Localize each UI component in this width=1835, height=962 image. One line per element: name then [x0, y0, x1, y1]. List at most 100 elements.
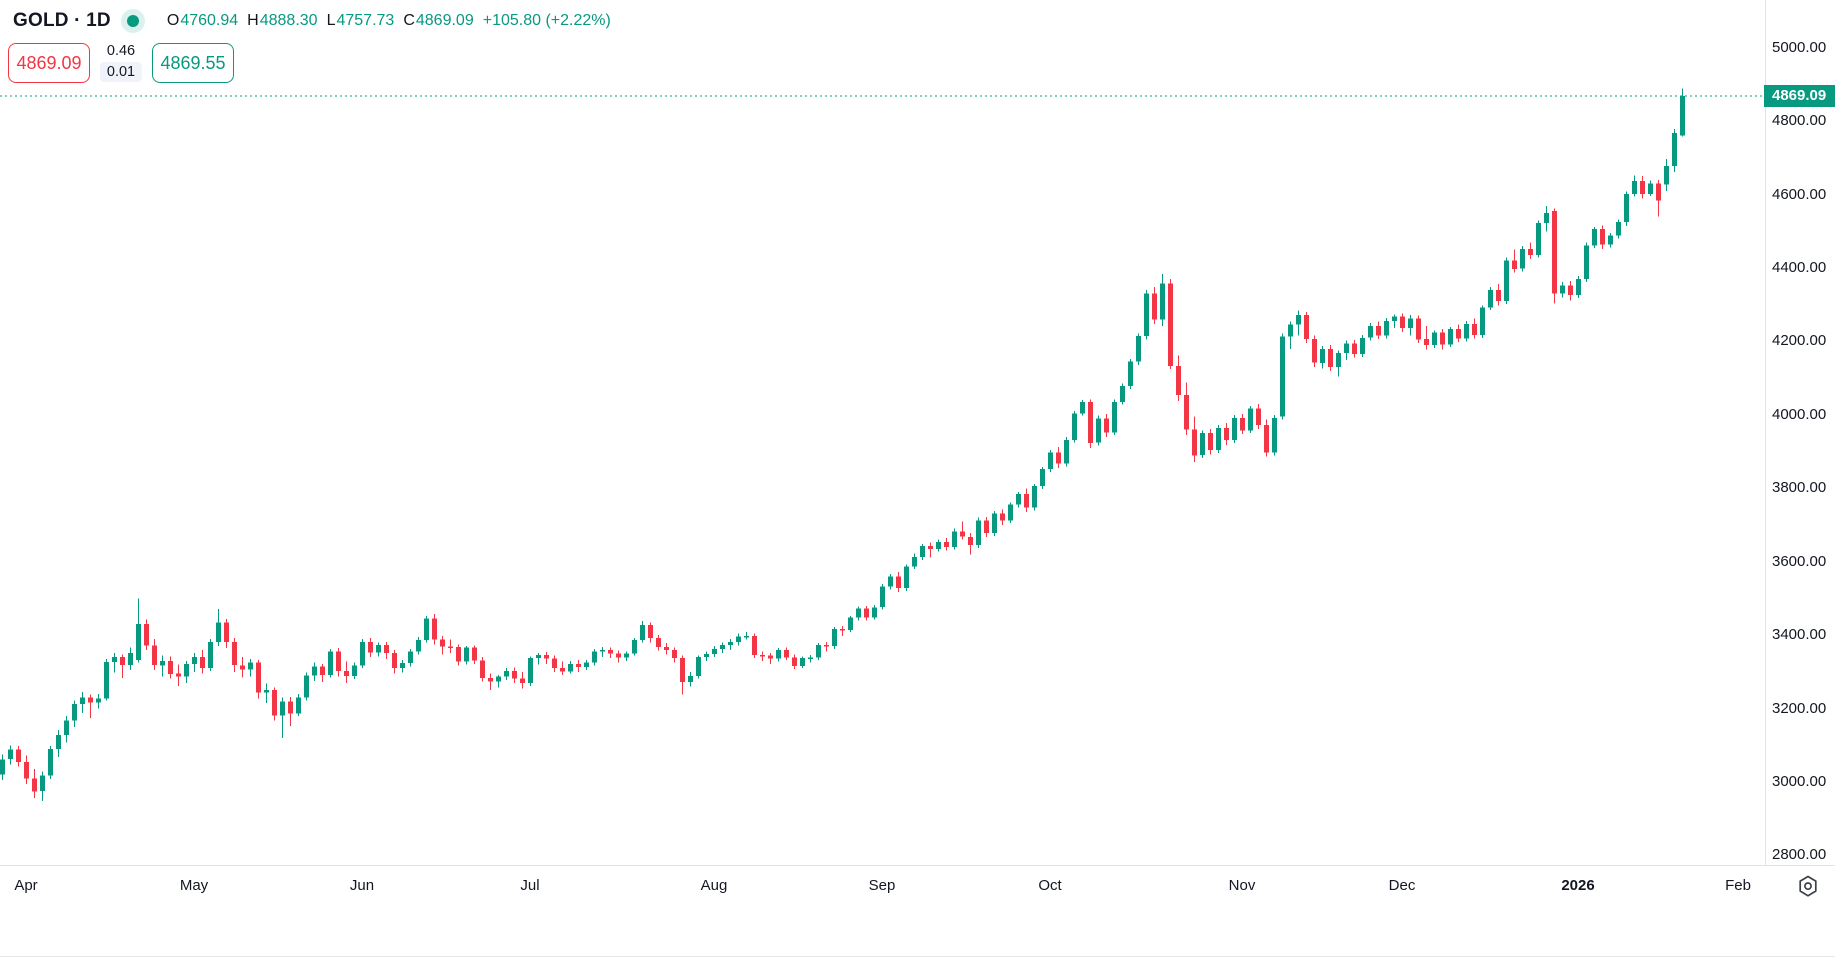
candle-body: [632, 639, 637, 654]
candle-body: [208, 641, 213, 669]
candle-body: [528, 657, 533, 683]
candle-body: [664, 646, 669, 650]
candle-body: [1160, 283, 1165, 320]
candle-body: [1224, 428, 1229, 440]
candle-body: [440, 639, 445, 647]
candle-body: [1648, 183, 1653, 194]
candle-body: [624, 653, 629, 658]
candle-body: [1200, 433, 1205, 456]
candle-body: [192, 657, 197, 664]
candle-body: [792, 657, 797, 666]
candle-body: [304, 675, 309, 698]
candle-body: [680, 657, 685, 682]
candle-body: [1312, 339, 1317, 363]
candle-body: [432, 618, 437, 640]
ohlc-open: O4760.94: [166, 12, 239, 29]
candle-body: [1376, 326, 1381, 336]
candle-body: [960, 531, 965, 537]
time-tick-label: May: [179, 877, 209, 894]
candle-body: [1416, 318, 1421, 340]
candle-body: [1304, 315, 1309, 340]
candle-body: [328, 651, 333, 675]
symbol-title[interactable]: GOLD · 1D: [13, 10, 111, 31]
candle-body: [104, 662, 109, 699]
candle-body: [1152, 293, 1157, 320]
buy-button[interactable]: 4869.55: [152, 43, 234, 83]
market-status-dot: [126, 15, 139, 27]
candle-body: [1320, 348, 1325, 363]
candle-body: [1344, 343, 1349, 354]
candle-body: [1184, 395, 1189, 430]
candle-body: [240, 665, 245, 670]
price-tick-label: 4200.00: [1772, 332, 1827, 349]
candle-body: [1328, 348, 1333, 367]
ohlc-change: +105.80 (+2.22%): [482, 12, 611, 29]
candle-body: [1048, 452, 1053, 470]
candle-body: [1280, 336, 1285, 417]
candle-body: [944, 541, 949, 547]
candle-body: [1448, 329, 1453, 345]
candle-body: [904, 566, 909, 589]
candle-body: [496, 676, 501, 682]
candle-body: [1656, 183, 1661, 201]
candle-body: [1568, 285, 1573, 296]
price-tick-label: 3400.00: [1772, 626, 1827, 643]
candle-body: [768, 655, 773, 659]
candle-body: [608, 650, 613, 654]
candle-body: [912, 557, 917, 567]
candle-body: [256, 662, 261, 693]
candle-body: [1264, 425, 1269, 453]
candle-body: [552, 658, 557, 668]
candle-body: [400, 663, 405, 669]
candle-body: [1528, 248, 1533, 255]
candle-body: [1232, 417, 1237, 440]
candle-body: [616, 653, 621, 658]
time-scale-border: [0, 865, 1835, 866]
candle-body: [856, 608, 861, 618]
spread-bottom-value: 0.01: [99, 62, 143, 82]
candle-body: [1176, 366, 1181, 395]
time-tick-label: Sep: [868, 877, 896, 894]
candle-body: [1032, 486, 1037, 508]
candle-body: [360, 642, 365, 666]
candle-body: [1608, 235, 1613, 245]
candle-body: [840, 628, 845, 631]
candle-body: [1384, 320, 1389, 336]
time-tick-label: Jun: [349, 877, 375, 894]
candle-body: [520, 678, 525, 683]
candle-body: [56, 735, 61, 749]
sell-button[interactable]: 4869.09: [8, 43, 90, 83]
candle-body: [744, 635, 749, 638]
scale-settings-icon[interactable]: [1798, 875, 1818, 898]
ohlc-low: L4757.73: [326, 12, 395, 29]
candle-body: [1360, 337, 1365, 354]
candle-body: [1584, 245, 1589, 280]
market-status-icon: [120, 9, 145, 33]
candle-body: [832, 628, 837, 647]
candle-body: [640, 624, 645, 640]
candle-body: [1208, 433, 1213, 451]
candle-body: [1080, 402, 1085, 414]
candle-body: [560, 667, 565, 672]
candle-body: [1424, 339, 1429, 346]
candle-body: [1216, 428, 1221, 451]
candle-body: [752, 635, 757, 655]
price-tick-label: 3800.00: [1772, 479, 1827, 496]
candle-body: [40, 775, 45, 792]
candle-body: [16, 749, 21, 763]
candle-body: [936, 541, 941, 549]
candle-body: [1296, 315, 1301, 325]
candle-body: [152, 645, 157, 666]
candle-body: [488, 677, 493, 682]
candle-body: [736, 636, 741, 643]
candle-body: [1552, 211, 1557, 294]
time-tick-label: Apr: [14, 877, 38, 894]
candle-body: [176, 673, 181, 677]
candle-body: [424, 618, 429, 640]
candle-body: [760, 655, 765, 657]
candle-body: [1520, 248, 1525, 269]
price-tick-label: 4400.00: [1772, 259, 1827, 276]
candle-body: [48, 749, 53, 776]
